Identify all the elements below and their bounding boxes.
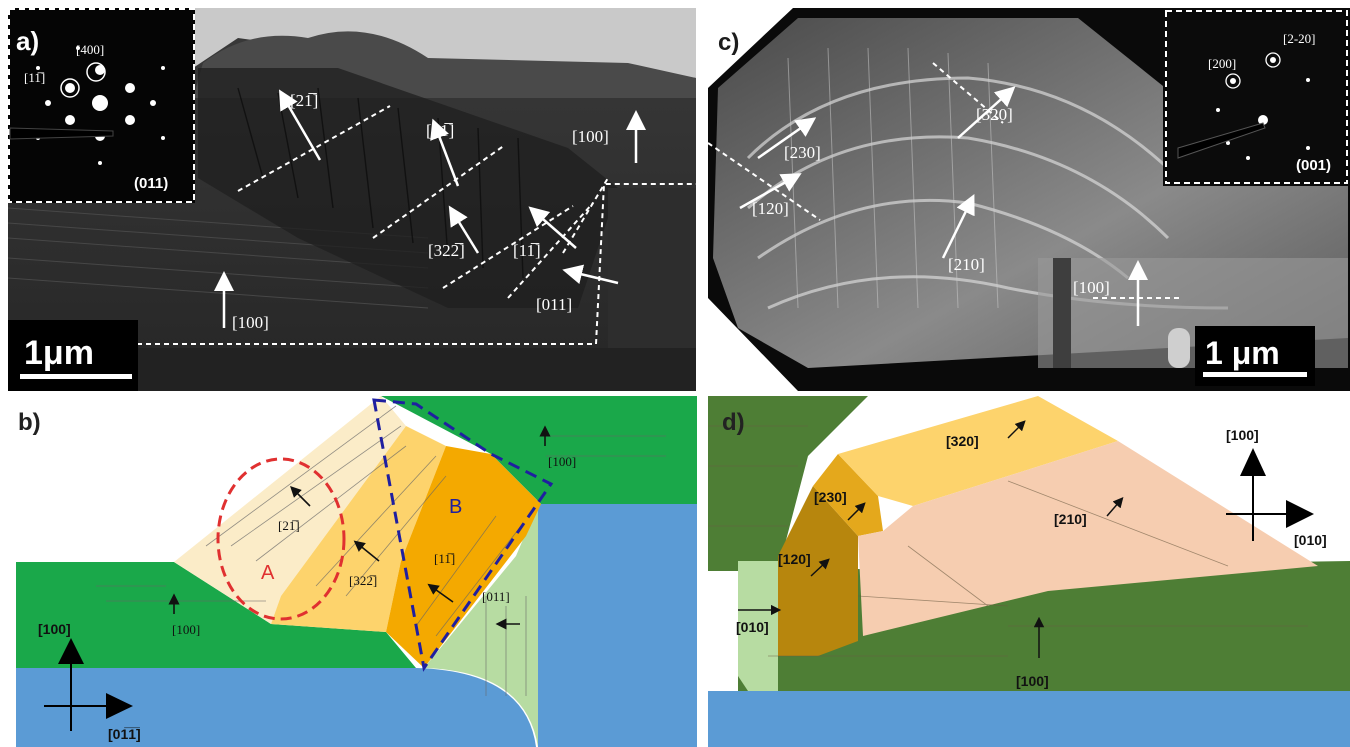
dir-label-320-d: [320] [946,433,979,449]
column-feature-1 [1053,258,1071,368]
panel-label-d: d) [722,409,745,436]
panel-label-b: b) [18,409,41,436]
dir-label-322: [322̅] [428,241,465,260]
axis-label-b-up: [100] [38,621,71,637]
peach-region [858,441,1318,636]
panel-d-schematic: d) [320] [230] [120] [210] [010] [100] [… [708,396,1350,747]
dir-label-11-1-b: [11̅] [434,551,455,566]
vertical-striations-c [787,47,999,309]
dashed-boundaries [128,105,696,345]
axis-label-d-right: [010] [1294,532,1327,548]
dir-label-011-b: [011] [482,589,510,604]
dir-label-11-1: [11̅] [513,241,541,260]
panel-a-tem-micrograph: a) [400] [11̅] (011) [21̅] [21̅] [100] [… [8,8,696,391]
direction-arrows-a [214,89,646,328]
axes-b [44,638,133,731]
dir-label-320: [320] [976,105,1013,124]
cream-region [174,396,406,624]
panel-d-canvas: d) [320] [230] [120] [210] [010] [100] [… [708,396,1350,747]
dir-label-21-1-left: [21̅] [290,91,318,110]
panel-label-c: c) [718,29,739,56]
region-a-outline [216,457,346,621]
inset-spot-label-11-1: [11̅] [24,70,45,85]
region-label-b: B [449,496,462,518]
scale-label-a: 1μm [24,334,94,372]
yellow-region [271,426,446,632]
dir-label-010-d: [010] [736,619,769,635]
inset-zone-axis-a: (011) [134,175,168,192]
inset-spot-label-400: [400] [76,42,104,57]
vacuum-region [193,8,696,78]
dir-label-230: [230] [784,143,821,162]
direction-arrows-d [738,420,1124,658]
dir-label-100-b-top: [100] [548,454,576,469]
scale-bar-c [1203,372,1307,377]
light-green-strip [738,561,778,691]
right-block [608,188,696,348]
dir-label-21-1-right: [21̅] [426,121,454,140]
green-matrix-left [16,562,416,668]
axis-label-b-right: [01̅1̅] [108,726,141,742]
inset-spot-label-200: [200] [1208,56,1236,71]
golden-region [813,454,883,536]
region-label-a: A [261,562,275,584]
scale-label-c: 1 μm [1205,335,1280,371]
blue-substrate-left [16,668,536,747]
direction-arrows-b [168,425,551,630]
direction-arrows-c [739,86,1148,326]
inset-zone-axis-c: (001) [1296,157,1331,174]
panel-label-a: a) [16,26,39,56]
dir-label-100-b-left: [100] [172,622,200,637]
inset-spot-label-2-20: [2-20] [1283,31,1316,46]
dark-green-top-left [708,396,868,571]
scale-bar-box-a [8,320,138,391]
dir-label-100-d: [100] [1016,673,1049,689]
dir-label-210-d: [210] [1054,511,1087,527]
dir-label-230-d: [230] [814,489,847,505]
dir-label-120: [120] [752,199,789,218]
diffraction-inset-c [1163,8,1350,186]
light-green-region [424,504,538,747]
brown-region [778,486,858,656]
dir-label-011: [011] [536,295,572,314]
diffraction-inset-a [8,8,195,203]
dir-label-100-top: [100] [572,127,609,146]
axis-label-d-up: [100] [1226,427,1259,443]
blue-substrate-right [538,504,697,747]
column-feature-2 [1168,328,1190,368]
panel-c-canvas: c) [200] [2-20] (001) [320] [230] [120] … [708,8,1350,391]
dislocation-band [198,68,618,308]
blue-substrate-d [708,691,1350,747]
dir-label-120-d: [120] [778,551,811,567]
dir-label-100-bottom: [100] [232,313,269,332]
dir-label-21-1-b: [21̅] [278,518,300,533]
internal-lines-d [708,425,1308,657]
yellow-region-d [838,396,1118,506]
panel-b-schematic: b) [21̅] [322̅] [11̅] [011] [100] [100] … [16,396,697,747]
dir-label-100-c: [100] [1073,278,1110,297]
dir-label-210: [210] [948,255,985,274]
panel-c-tem-micrograph: c) [200] [2-20] (001) [320] [230] [120] … [708,8,1350,391]
panel-a-canvas: a) [400] [11̅] (011) [21̅] [21̅] [100] [… [8,8,696,391]
panel-b-canvas: b) [21̅] [322̅] [11̅] [011] [100] [100] … [16,396,697,747]
axes-d [1226,448,1314,541]
green-matrix-top [381,396,697,504]
scale-bar-a [20,374,132,379]
dir-label-322-b: [322̅] [349,573,377,588]
